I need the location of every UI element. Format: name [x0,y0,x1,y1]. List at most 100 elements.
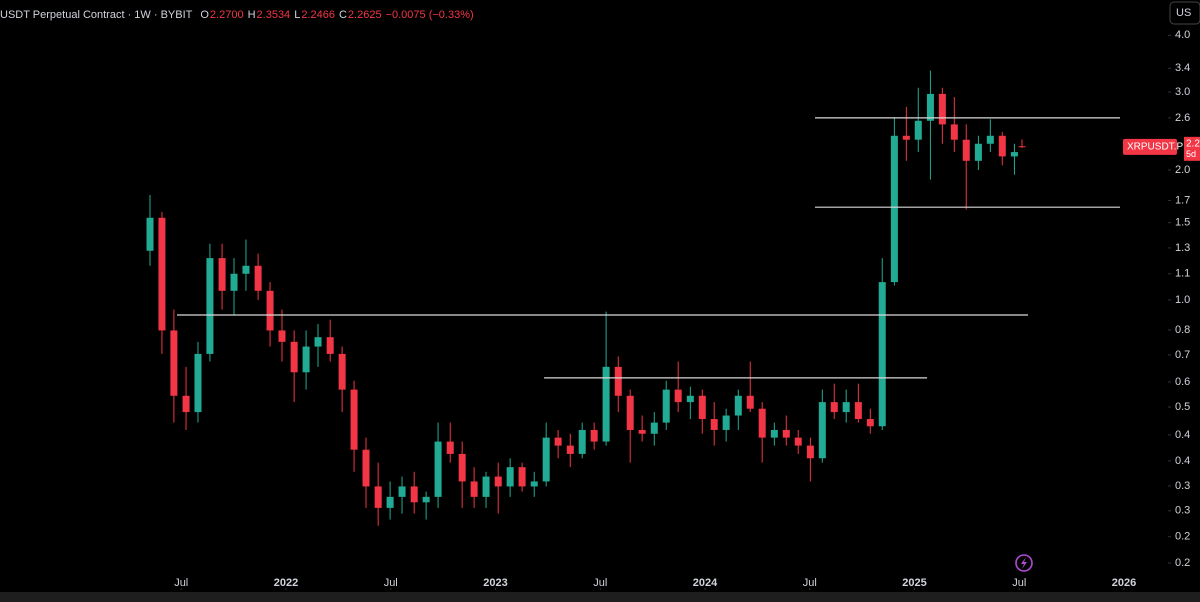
y-tick-label: 2.6 [1175,112,1190,124]
y-tick-label: 1.0 [1175,294,1190,306]
candle [554,429,562,459]
candle [986,119,994,153]
y-tick-label: 0.2 [1175,557,1190,569]
candle-body [518,467,526,487]
candle [422,491,430,520]
x-tick-label: 2023 [483,577,507,589]
y-tick-label: 0.4 [1175,429,1190,441]
y-tick-label: 0.7 [1175,349,1190,361]
candle [542,422,550,487]
candle-body [794,437,802,446]
ohlc-key: H [248,9,256,21]
candle [278,309,286,362]
candle [218,243,226,310]
candle-body [350,389,358,450]
candle [722,408,730,442]
y-tick-label: 0.5 [1175,401,1190,413]
ohlc-value: 2.2625 [348,9,382,21]
candle-body [686,395,694,403]
candle-body [374,486,382,508]
price-change: −0.0075 (−0.33%) [386,9,474,21]
candle [710,402,718,446]
y-tick-label: 0.3 [1175,505,1190,517]
candle-body [734,395,742,416]
candle-body [386,496,394,508]
candle-body [806,445,814,459]
candle-body [662,389,670,423]
candle [158,211,166,354]
price-label-symbol: XRPUSDT.P [1127,141,1183,152]
candle-body [758,408,766,438]
candle [938,87,946,144]
ohlc-value: 2.3534 [257,9,291,21]
candle [746,361,754,413]
candle [998,131,1006,166]
x-tick-label: 2025 [902,577,926,589]
candle [290,330,298,403]
candle-body [470,481,478,497]
candle [626,389,634,463]
candle [518,462,526,492]
candle [374,462,382,526]
x-tick-label: 2024 [693,577,718,589]
candle [446,422,454,463]
currency-label: US [1176,7,1191,19]
candle [302,330,310,390]
candle-body [830,402,838,413]
candle [434,422,442,508]
candle [482,471,490,508]
lightning-icon[interactable] [1015,554,1033,572]
candle-body [158,217,166,331]
candle-body [638,429,646,434]
candle-body [710,419,718,430]
candle [902,106,910,161]
candle-body [566,445,574,454]
candle [458,441,466,508]
price-axis-box [1184,136,1200,161]
y-tick-label: 3.4 [1175,62,1190,74]
candle [890,117,898,286]
candle-body [962,139,970,161]
x-tick-label: Jul [803,577,817,589]
candle [662,380,670,430]
candle [182,366,190,430]
candle-body [998,135,1006,157]
candle [170,309,178,423]
y-tick-label: 4.0 [1175,29,1190,41]
candle [758,402,766,463]
candle-body [746,395,754,409]
candle-body [410,486,418,503]
y-tick-label: 0.3 [1175,480,1190,492]
candle-body [314,337,322,347]
candle-body [854,402,862,420]
price-label-countdown: 5d [1186,149,1196,159]
y-tick-label: 0.2 [1175,531,1190,543]
candle-body [842,402,850,413]
chart-title: USDT Perpetual Contract · 1W · BYBIT [0,9,193,21]
price-label-price: 2.2 [1186,138,1200,149]
candle-body [230,273,238,291]
candle-body [914,120,922,140]
candle-body [266,290,274,331]
candle-body [902,135,910,140]
candle [494,462,502,514]
candle-body [290,341,298,373]
candle [638,415,646,442]
candle [878,258,886,430]
candle [686,386,694,420]
candle-body [950,124,958,140]
candle-body [542,437,550,482]
candle-body [530,481,538,487]
candle-body [698,395,706,420]
ohlc-value: 2.2466 [301,9,335,21]
candle-body [506,467,514,487]
x-tick-label: Jul [174,577,188,589]
y-tick-label: 1.7 [1175,194,1190,206]
currency-button[interactable] [1169,1,1200,25]
ohlc-key: C [339,9,347,21]
candle [206,243,214,362]
candle [614,356,622,413]
candle [410,471,418,514]
candle [674,361,682,413]
